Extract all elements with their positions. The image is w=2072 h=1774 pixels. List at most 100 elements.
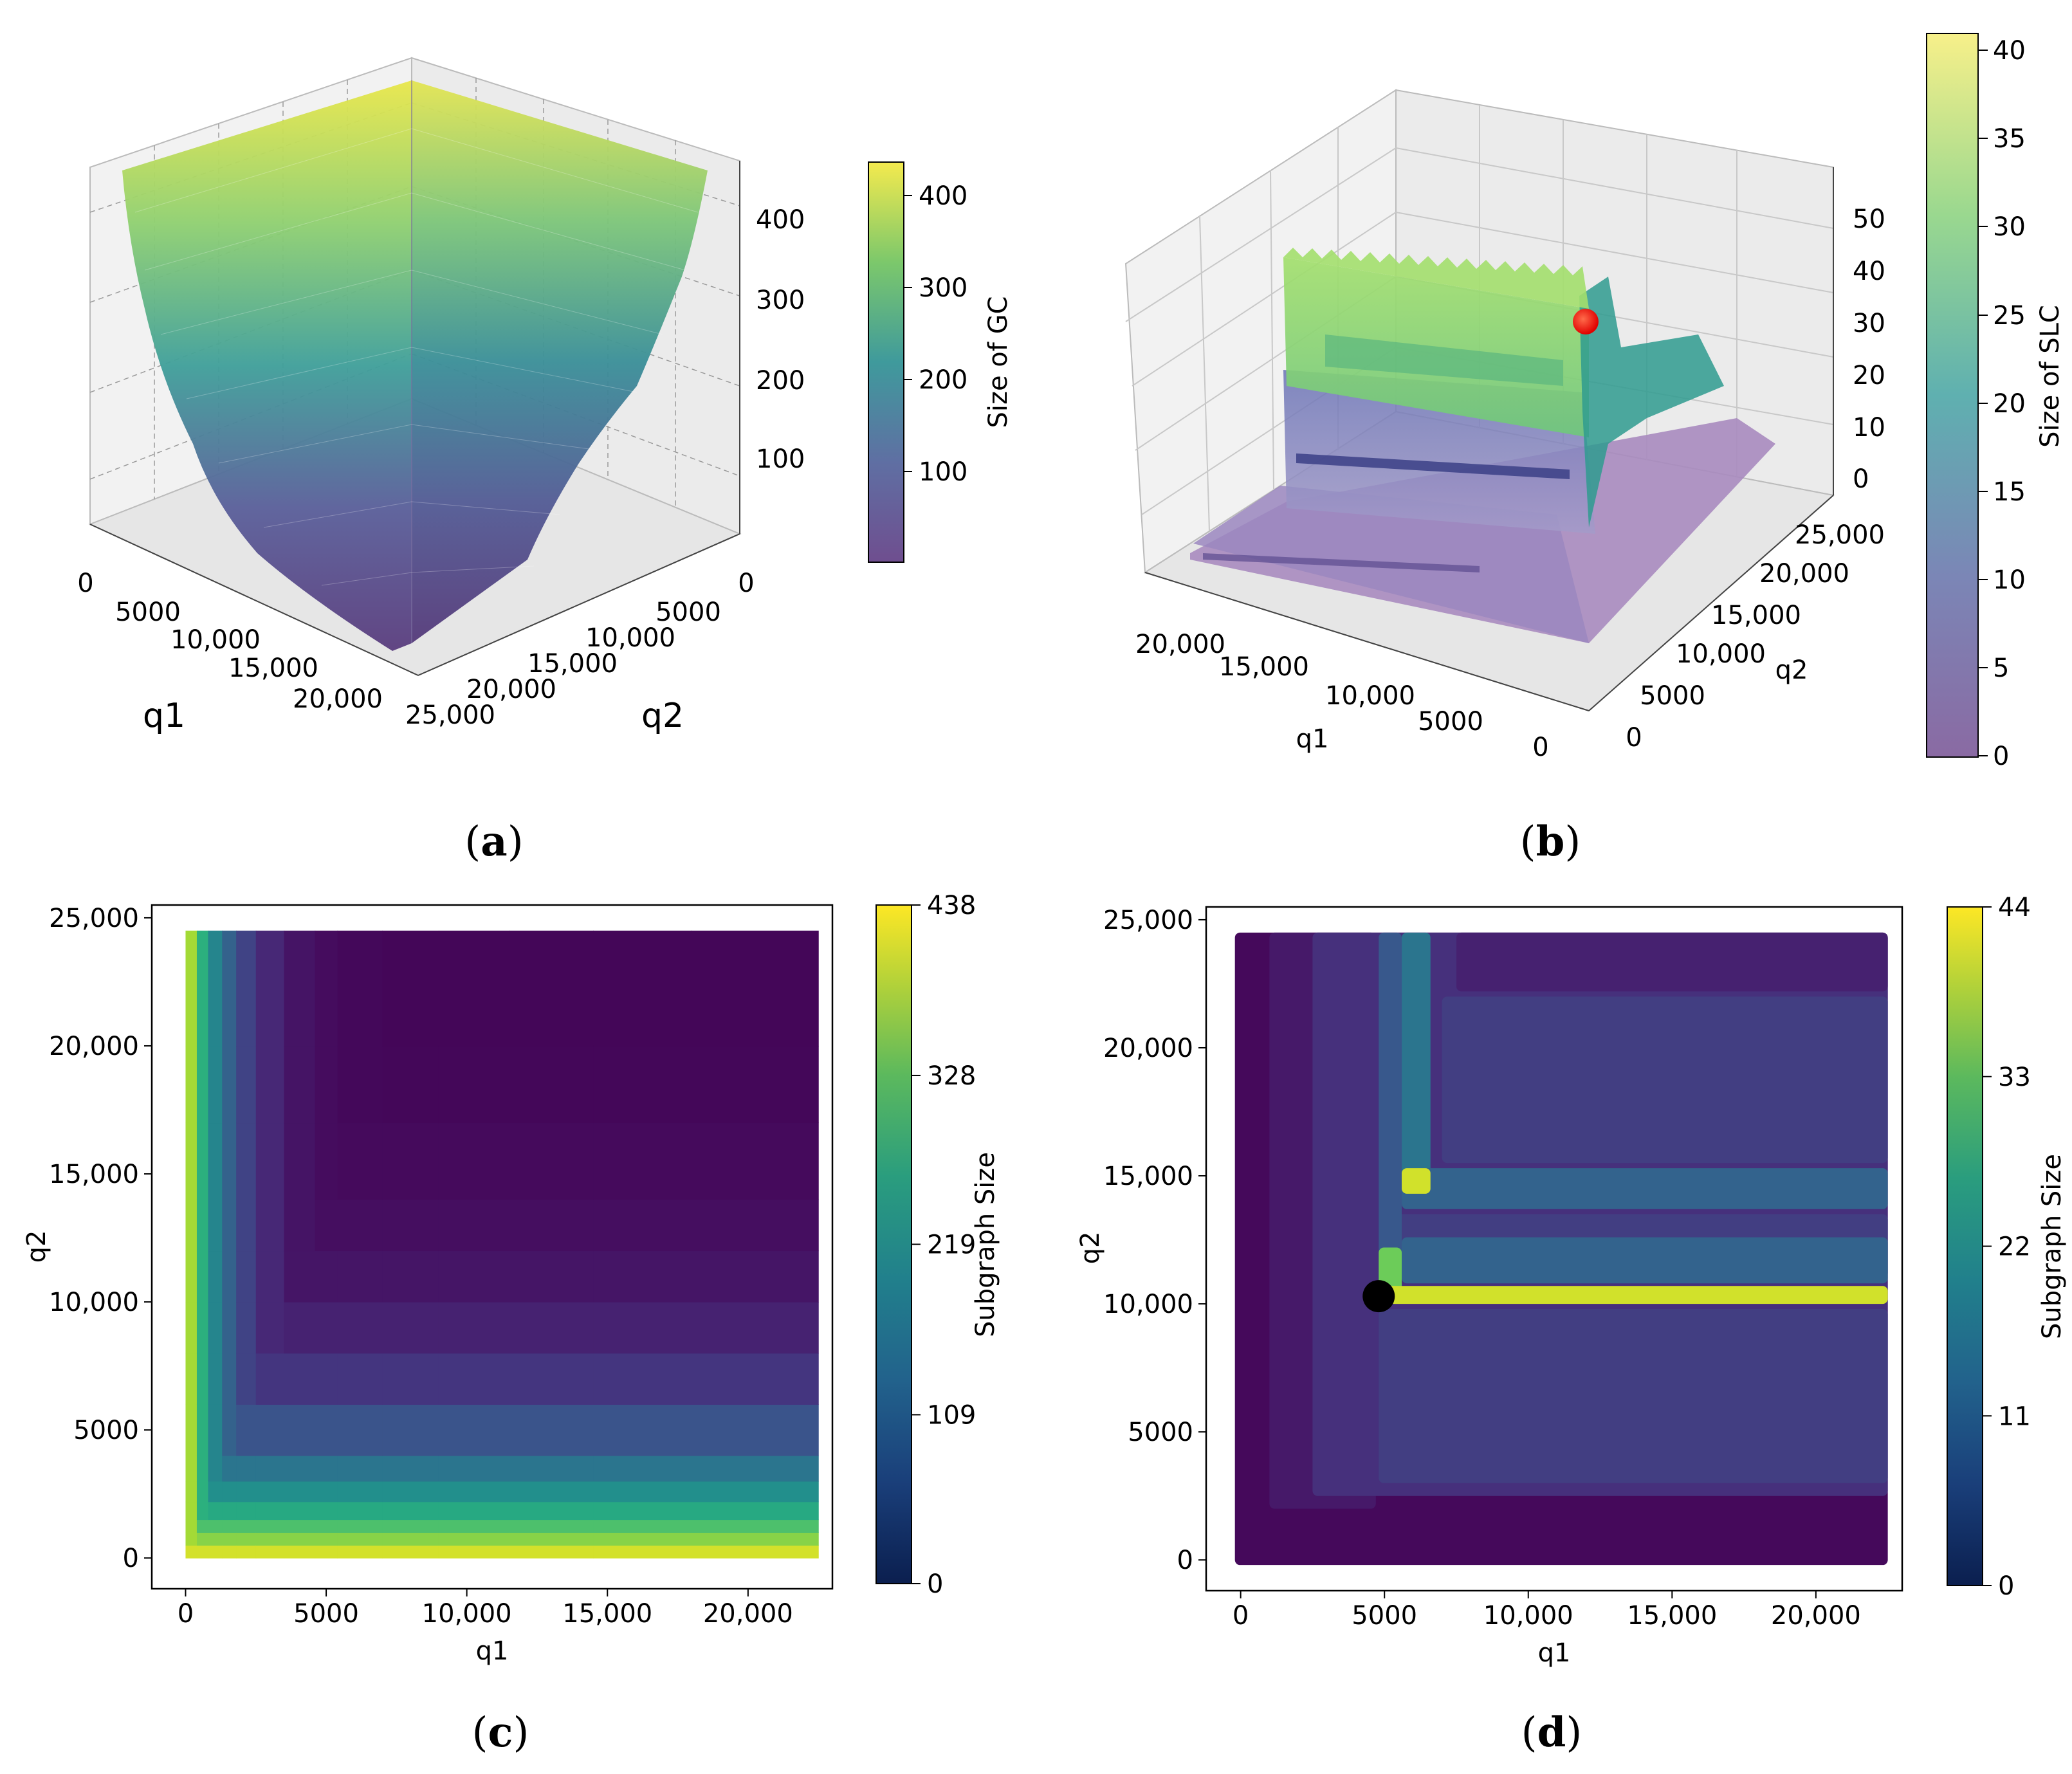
heatmap-cell — [692, 1481, 819, 1503]
heatmap-cell — [438, 1455, 509, 1482]
heatmap-cell — [255, 1250, 285, 1303]
heatmap-cell — [284, 1353, 316, 1405]
heatmap-cell — [509, 1501, 594, 1521]
heatmap-cell — [593, 1455, 693, 1482]
tick-label: 15,000 — [228, 654, 318, 683]
heatmap-cell — [692, 1353, 819, 1405]
heatmap-cell — [593, 1481, 693, 1503]
heatmap-cell — [255, 930, 285, 1047]
heatmap-cell — [337, 930, 383, 1047]
heatmap-cell — [185, 1302, 197, 1354]
heatmap-cell — [236, 1199, 257, 1252]
heatmap-cell — [382, 1302, 439, 1354]
tick-label: 100 — [919, 457, 967, 487]
tick-label: 25,000 — [405, 700, 495, 730]
heatmap-cell — [255, 1545, 285, 1559]
tick-label: 25 — [1993, 301, 2026, 331]
heatmap-cell — [208, 1455, 223, 1482]
heatmap-cell — [593, 1302, 693, 1354]
tick-label: 10,000 — [1325, 681, 1415, 711]
tick-label: 30 — [1993, 212, 2026, 242]
colorbar-label: Size of SLC — [2035, 305, 2065, 448]
heatmap-cells — [1234, 932, 1888, 1566]
heatmap-cell — [509, 1045, 594, 1124]
heatmap-cell — [593, 1404, 693, 1456]
heatmap-cell — [284, 1045, 316, 1124]
tick-label: 0 — [123, 1544, 139, 1573]
heatmap-cell — [196, 1455, 209, 1482]
colorbar-label: Size of GC — [984, 296, 1013, 428]
heatmap-cell — [208, 930, 223, 1047]
tick-label: 25,000 — [1103, 906, 1193, 935]
heatmap-cell — [382, 1353, 439, 1405]
tick-label: 0 — [1993, 742, 2009, 771]
heatmap-cell — [438, 1481, 509, 1503]
heatmap-cell — [255, 1302, 285, 1354]
heatmap-region — [1379, 1309, 1888, 1483]
heatmap-region — [1379, 932, 1402, 1297]
heatmap-cell — [284, 1122, 316, 1200]
colorbar-ticks: 0 109 219 328 438 — [912, 891, 976, 1599]
heatmap-region — [1402, 1168, 1431, 1194]
y-axis-label: q2 — [22, 1230, 51, 1263]
heatmap-cell — [208, 1532, 223, 1546]
heatmap-cell — [222, 1501, 237, 1521]
svg-text:(c): (c) — [472, 1708, 529, 1757]
heatmap-cell — [692, 1455, 819, 1482]
x-ticks-b: 20,000 15,000 10,000 5000 0 — [1135, 630, 1549, 762]
x-axis-label: q1 — [1538, 1638, 1571, 1668]
tick-label: 30 — [1853, 309, 1885, 338]
caption-a: (a) — [464, 818, 523, 866]
x-axis-label: q1 — [476, 1636, 509, 1666]
heatmap-cell — [255, 1532, 285, 1546]
tick-label: 5000 — [115, 598, 181, 627]
highlight-point-b — [1573, 309, 1599, 334]
heatmap-cell — [255, 1455, 285, 1482]
colorbar-tick-label: 0 — [1998, 1571, 2014, 1601]
heatmap-cell — [337, 1122, 383, 1200]
heatmap-cell — [222, 1519, 237, 1533]
tick-label: 50 — [1853, 205, 1885, 234]
tick-label: 15,000 — [49, 1160, 139, 1189]
heatmap-cell — [222, 1532, 237, 1546]
tick-label: 15,000 — [527, 649, 618, 679]
tick-label: 300 — [756, 286, 805, 315]
heatmap-cell — [255, 1519, 285, 1533]
tick-label: 0 — [738, 569, 754, 598]
heatmap-cell — [196, 1122, 209, 1200]
heatmap-cell — [315, 1481, 338, 1503]
tick-label: 0 — [178, 1599, 194, 1629]
heatmap-cell — [593, 1532, 693, 1546]
colorbar-ticks: 0 11 22 33 44 — [1983, 893, 2031, 1601]
heatmap-cell — [255, 1353, 285, 1405]
heatmap-cell — [692, 1199, 819, 1252]
heatmap-cell — [593, 930, 693, 1047]
heatmap-cell — [236, 1455, 257, 1482]
heatmap-cell — [222, 1545, 237, 1559]
heatmap-cell — [382, 1455, 439, 1482]
heatmap-cell — [196, 1532, 209, 1546]
heatmap-cell — [692, 1250, 819, 1303]
heatmap-cell — [337, 1481, 383, 1503]
tick-label: 20 — [1993, 389, 2026, 419]
heatmap-cell — [438, 1250, 509, 1303]
heatmap-cell — [337, 1519, 383, 1533]
heatmap-cell — [208, 1519, 223, 1533]
tick-label: 5000 — [73, 1416, 139, 1445]
heatmap-cell — [284, 1250, 316, 1303]
heatmap-cell — [208, 1045, 223, 1124]
heatmap-cell — [382, 1045, 439, 1124]
tick-label: 10,000 — [1676, 639, 1766, 669]
heatmap-cell — [692, 1302, 819, 1354]
heatmap-cell — [185, 1122, 197, 1200]
tick-label: 0 — [1532, 733, 1548, 762]
tick-label: 10,000 — [422, 1599, 512, 1629]
heatmap-cell — [236, 1353, 257, 1405]
y-ticks-a: 0 5000 10,000 15,000 20,000 25,000 — [405, 569, 755, 730]
caption-b: (b) — [1520, 818, 1581, 866]
heatmap-cell — [438, 1302, 509, 1354]
surface-a-right — [412, 80, 708, 643]
tick-label: 200 — [919, 365, 967, 395]
y-ticks: 0 5000 10,000 15,000 20,000 25,000 — [49, 904, 152, 1573]
colorbar-b — [1926, 33, 1979, 758]
